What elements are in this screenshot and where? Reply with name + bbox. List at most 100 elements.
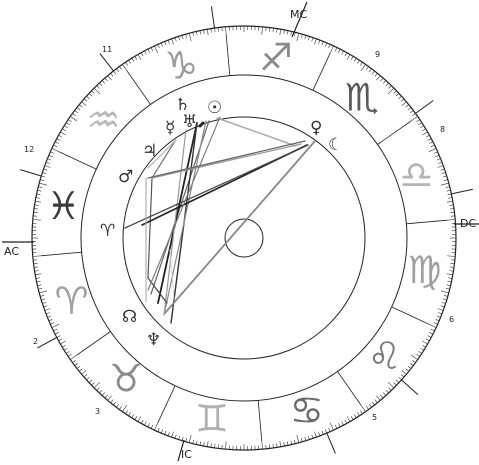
degree-tick (416, 354, 419, 356)
jupiter-icon: ♃ (142, 141, 157, 161)
degree-tick (441, 306, 445, 307)
degree-tick (60, 132, 65, 135)
degree-tick (305, 437, 306, 441)
degree-tick (77, 366, 80, 368)
degree-tick (34, 263, 38, 264)
degree-tick (301, 34, 302, 38)
degree-tick (436, 155, 440, 157)
degree-tick (37, 194, 41, 195)
degree-tick (381, 78, 384, 81)
degree-tick (189, 33, 191, 41)
degree-tick (447, 285, 451, 286)
degree-tick (34, 212, 38, 213)
degree-tick (406, 105, 409, 108)
degree-tick (297, 435, 299, 443)
sign-divider (41, 252, 82, 256)
degree-tick (97, 86, 100, 89)
degree-tick (119, 67, 121, 70)
degree-tick (386, 83, 389, 86)
degree-tick (62, 129, 65, 131)
degree-tick (211, 443, 212, 447)
degree-tick (132, 58, 134, 61)
aspect-line (164, 121, 206, 315)
degree-tick (420, 126, 423, 128)
degree-tick (438, 162, 442, 164)
house-cusp-line (327, 433, 336, 453)
degree-tick (87, 377, 90, 380)
degree-tick (338, 423, 340, 427)
degree-tick (402, 102, 407, 106)
degree-tick (148, 423, 150, 427)
dc-label: DC (460, 217, 476, 230)
degree-tick (35, 205, 39, 206)
degree-tick (44, 169, 48, 170)
degree-tick (179, 36, 180, 40)
degree-tick (40, 295, 44, 296)
degree-tick (138, 416, 141, 421)
degree-tick (151, 425, 153, 429)
degree-tick (126, 410, 128, 413)
degree-tick (437, 159, 441, 161)
degree-tick (422, 129, 425, 131)
degree-tick (175, 38, 176, 42)
saturn-icon: ♄ (175, 95, 190, 115)
degree-tick (412, 360, 415, 362)
degree-tick (89, 93, 92, 96)
degree-tick (215, 444, 216, 448)
degree-tick (55, 332, 59, 334)
degree-tick (428, 139, 432, 141)
degree-tick (66, 123, 69, 125)
degree-tick (354, 414, 356, 417)
sign-divider (59, 152, 96, 169)
sign-divider (313, 53, 330, 90)
degree-tick (442, 173, 446, 174)
degree-tick (401, 99, 404, 102)
degree-tick (280, 441, 281, 447)
degree-tick (207, 441, 208, 447)
degree-tick (396, 380, 399, 383)
degree-tick (59, 339, 63, 341)
degree-tick (68, 354, 71, 356)
degree-tick (448, 198, 452, 199)
degree-tick (40, 180, 44, 181)
degree-tick (388, 88, 394, 94)
degree-tick (372, 71, 374, 74)
degree-tick (57, 139, 61, 141)
degree-tick (447, 220, 455, 221)
degree-tick (372, 402, 374, 405)
degree-tick (446, 288, 450, 289)
degree-tick (448, 281, 452, 282)
degree-tick (345, 420, 347, 424)
degree-tick (59, 135, 63, 137)
degree-tick (193, 32, 194, 36)
degree-tick (44, 306, 48, 307)
degree-tick (200, 442, 201, 446)
degree-tick (429, 332, 433, 334)
mc-label: MC (290, 8, 307, 21)
degree-tick (266, 445, 267, 449)
north-node-icon: ☊ (122, 307, 137, 327)
degree-tick (434, 152, 438, 154)
house-number-2: 2 (33, 337, 38, 346)
degree-tick (35, 274, 41, 275)
degree-tick (222, 445, 223, 449)
degree-tick (182, 35, 183, 39)
degree-tick (52, 324, 59, 327)
degree-tick (408, 108, 411, 110)
degree-tick (411, 355, 418, 360)
degree-tick (381, 395, 384, 398)
degree-tick (357, 412, 359, 415)
degree-tick (168, 432, 170, 436)
sagittarius-icon: ♐ (259, 35, 293, 79)
degree-tick (49, 319, 53, 321)
degree-tick (79, 369, 82, 372)
degree-tick (422, 341, 427, 344)
degree-tick (342, 422, 344, 426)
degree-tick (273, 444, 274, 448)
degree-tick (193, 440, 194, 444)
degree-tick (294, 440, 295, 444)
sun-icon: ☉ (207, 98, 222, 118)
degree-tick (135, 416, 137, 419)
degree-tick (116, 404, 118, 407)
